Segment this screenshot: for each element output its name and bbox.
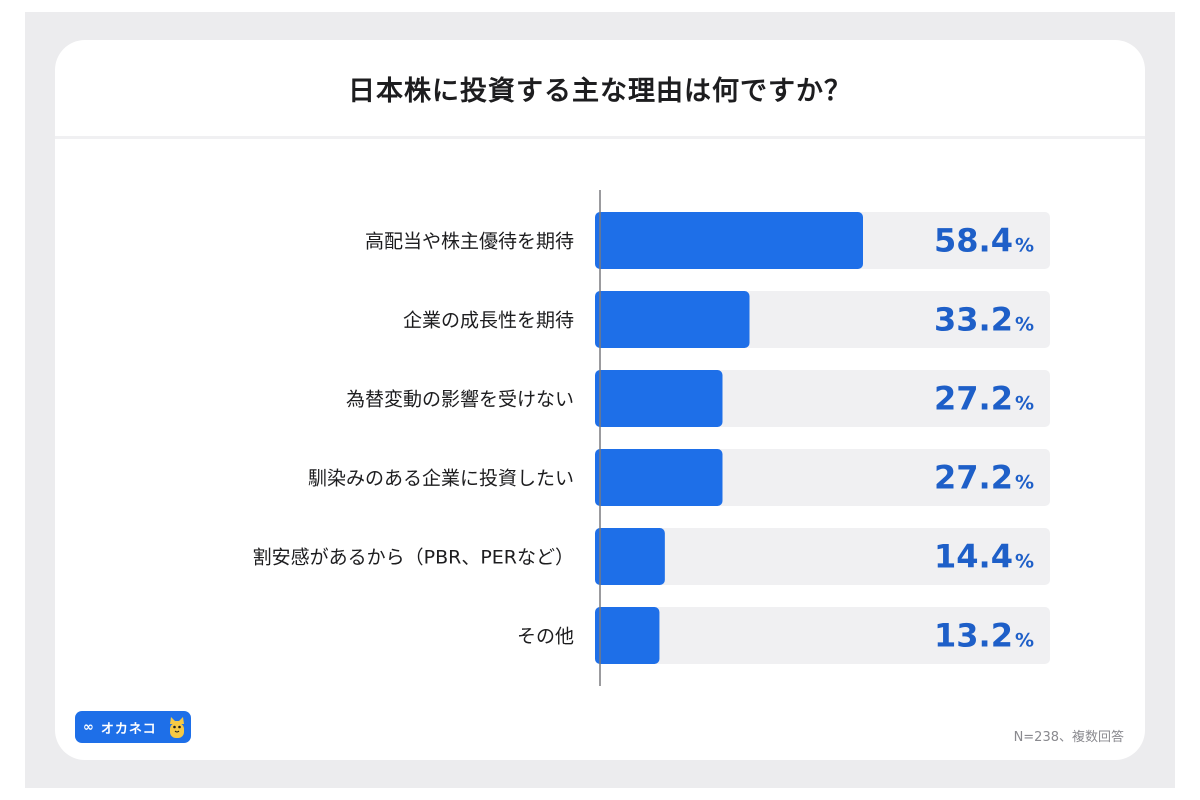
category-label: 馴染みのある企業に投資したい <box>308 468 574 490</box>
category-label: 割安感があるから（PBR、PERなど） <box>253 547 574 569</box>
cat-mascot-icon <box>170 717 184 738</box>
value-label: 13.2% <box>934 617 1034 655</box>
sample-note: N=238、複数回答 <box>1013 730 1124 745</box>
value-label: 14.4% <box>934 538 1034 576</box>
category-label: その他 <box>517 626 574 648</box>
chart-title: 日本株に投資する主な理由は何ですか？ <box>348 75 852 107</box>
category-label: 企業の成長性を期待 <box>403 310 574 332</box>
bar <box>595 370 723 427</box>
bar <box>595 212 863 269</box>
value-label: 58.4% <box>934 222 1034 260</box>
value-label: 33.2% <box>934 301 1034 339</box>
bar <box>595 291 750 348</box>
infinity-icon: ∞ <box>83 719 95 735</box>
value-label: 27.2% <box>934 380 1034 418</box>
category-label: 高配当や株主優待を期待 <box>365 231 574 253</box>
bar-track <box>600 528 1050 585</box>
bar <box>595 449 723 506</box>
brand-name: オカネコ <box>100 721 157 737</box>
title-divider <box>55 136 1145 139</box>
category-label: 為替変動の影響を受けない <box>346 389 574 411</box>
bar-track <box>600 607 1050 664</box>
bar <box>595 528 665 585</box>
bar <box>595 607 660 664</box>
brand-logo[interactable]: ∞ オカネコ <box>75 711 191 743</box>
value-label: 27.2% <box>934 459 1034 497</box>
